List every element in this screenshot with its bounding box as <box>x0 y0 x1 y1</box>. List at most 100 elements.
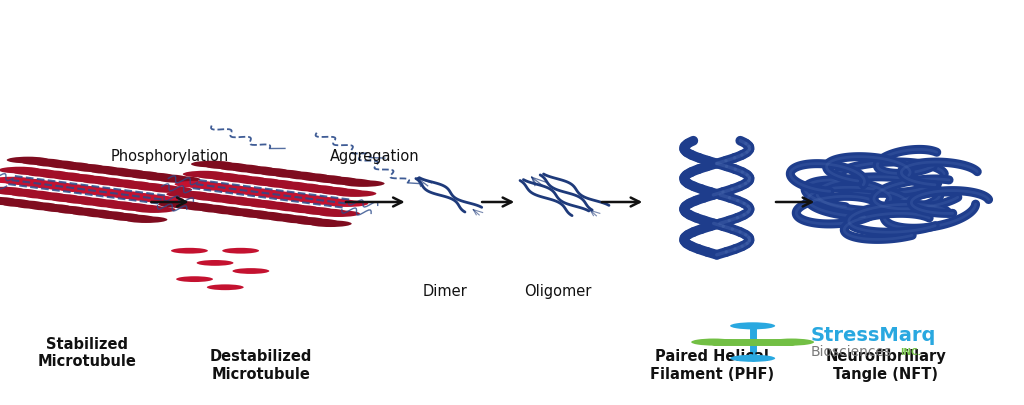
Ellipse shape <box>197 260 233 266</box>
Ellipse shape <box>94 180 137 186</box>
Ellipse shape <box>37 194 80 201</box>
Ellipse shape <box>158 177 201 183</box>
Ellipse shape <box>1 201 44 207</box>
Ellipse shape <box>270 194 313 200</box>
Ellipse shape <box>92 201 134 208</box>
Ellipse shape <box>7 157 49 164</box>
Ellipse shape <box>4 179 46 186</box>
Ellipse shape <box>176 277 213 282</box>
Ellipse shape <box>224 177 266 183</box>
Text: Dimer: Dimer <box>423 284 468 298</box>
Ellipse shape <box>81 178 124 185</box>
Ellipse shape <box>735 339 770 345</box>
Ellipse shape <box>290 207 333 214</box>
Ellipse shape <box>125 217 167 224</box>
Ellipse shape <box>180 193 222 200</box>
Ellipse shape <box>197 173 240 180</box>
Ellipse shape <box>42 206 85 213</box>
Ellipse shape <box>34 161 77 168</box>
Ellipse shape <box>273 172 316 179</box>
Ellipse shape <box>130 173 173 180</box>
Ellipse shape <box>295 219 338 226</box>
Ellipse shape <box>141 197 184 203</box>
Ellipse shape <box>194 195 237 202</box>
Ellipse shape <box>246 168 289 175</box>
Ellipse shape <box>205 163 248 170</box>
Ellipse shape <box>133 207 175 213</box>
Ellipse shape <box>329 179 371 185</box>
Ellipse shape <box>191 161 233 168</box>
Ellipse shape <box>128 195 170 202</box>
Ellipse shape <box>97 213 140 220</box>
Ellipse shape <box>111 215 154 222</box>
Ellipse shape <box>56 208 98 215</box>
Ellipse shape <box>61 164 104 171</box>
Ellipse shape <box>89 168 132 175</box>
Ellipse shape <box>730 322 775 330</box>
Ellipse shape <box>202 185 245 192</box>
Ellipse shape <box>287 174 330 180</box>
Ellipse shape <box>174 181 217 188</box>
Ellipse shape <box>50 196 93 203</box>
Ellipse shape <box>102 170 145 176</box>
Ellipse shape <box>0 197 16 204</box>
Text: Aggregation: Aggregation <box>330 149 420 164</box>
Ellipse shape <box>334 191 377 197</box>
Ellipse shape <box>78 200 121 207</box>
Ellipse shape <box>29 205 72 211</box>
Ellipse shape <box>312 199 354 206</box>
Ellipse shape <box>65 198 106 205</box>
Ellipse shape <box>20 159 63 166</box>
Text: Neurofibrillary
Tangle (NFT): Neurofibrillary Tangle (NFT) <box>825 348 946 381</box>
Ellipse shape <box>0 199 30 206</box>
Ellipse shape <box>321 189 362 196</box>
Ellipse shape <box>58 186 101 193</box>
Ellipse shape <box>15 202 57 209</box>
Ellipse shape <box>226 210 269 217</box>
Ellipse shape <box>216 187 258 193</box>
Ellipse shape <box>122 183 165 190</box>
Ellipse shape <box>213 209 256 215</box>
Ellipse shape <box>254 214 297 220</box>
Ellipse shape <box>301 175 343 182</box>
Ellipse shape <box>317 211 359 217</box>
Ellipse shape <box>326 201 369 207</box>
Ellipse shape <box>234 200 278 207</box>
Text: Destabilized
Microtubule: Destabilized Microtubule <box>210 348 312 381</box>
Ellipse shape <box>0 177 33 184</box>
Ellipse shape <box>32 183 74 189</box>
Ellipse shape <box>24 193 66 199</box>
Ellipse shape <box>222 248 259 254</box>
Ellipse shape <box>210 175 253 181</box>
Ellipse shape <box>293 185 335 192</box>
Ellipse shape <box>119 205 162 212</box>
Text: Oligomer: Oligomer <box>524 284 592 298</box>
Ellipse shape <box>86 190 129 196</box>
Ellipse shape <box>249 202 291 209</box>
Ellipse shape <box>769 339 814 346</box>
Ellipse shape <box>53 174 96 181</box>
Text: Stabilized
Microtubule: Stabilized Microtubule <box>38 336 136 369</box>
Ellipse shape <box>166 192 209 198</box>
Ellipse shape <box>136 185 178 192</box>
Ellipse shape <box>282 217 325 224</box>
Ellipse shape <box>243 190 286 197</box>
Ellipse shape <box>12 169 55 176</box>
Ellipse shape <box>0 188 25 194</box>
Ellipse shape <box>150 187 193 193</box>
Ellipse shape <box>285 196 327 202</box>
Ellipse shape <box>76 166 118 173</box>
Ellipse shape <box>40 173 82 179</box>
Text: StressMarq: StressMarq <box>811 326 936 344</box>
Ellipse shape <box>0 189 38 196</box>
Ellipse shape <box>117 171 159 178</box>
Ellipse shape <box>185 205 228 211</box>
Text: INC.: INC. <box>900 347 922 356</box>
Ellipse shape <box>238 178 281 185</box>
Ellipse shape <box>252 180 294 187</box>
Ellipse shape <box>84 211 126 218</box>
Text: Phosphorylation: Phosphorylation <box>111 149 229 164</box>
Ellipse shape <box>268 215 310 222</box>
Ellipse shape <box>208 197 250 203</box>
Ellipse shape <box>109 181 151 188</box>
